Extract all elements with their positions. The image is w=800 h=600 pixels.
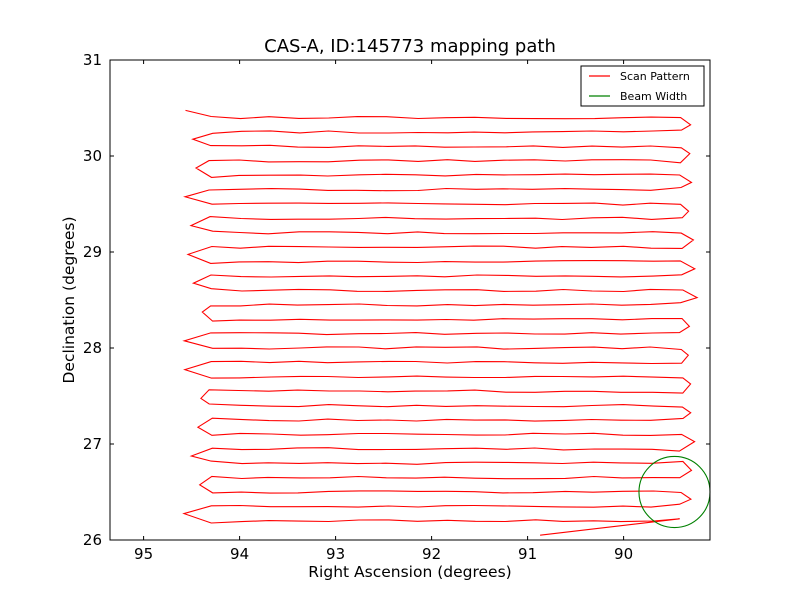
plot-frame [109,59,711,541]
x-tick-label: 93 [326,545,345,563]
legend-label-beam-width: Beam Width [620,90,687,103]
legend-label-scan-pattern: Scan Pattern [620,70,690,83]
y-tick-label: 29 [83,243,102,261]
x-tick-label: 90 [614,545,633,563]
legend: Scan Pattern Beam Width [580,65,705,107]
x-axis: 95 94 93 92 91 90 [134,60,633,563]
y-axis: 26 27 28 29 30 31 [83,51,710,549]
chart-title: CAS-A, ID:145773 mapping path [264,36,556,57]
scan-pattern-line [182,109,699,536]
x-tick-label: 94 [230,545,249,563]
y-axis-label: Declination (degrees) [60,216,78,383]
y-tick-label: 31 [83,51,102,69]
y-tick-label: 30 [83,147,102,165]
legend-box [580,65,705,107]
x-tick-label: 91 [518,545,537,563]
x-tick-label: 92 [422,545,441,563]
y-tick-label: 26 [83,531,102,549]
y-tick-label: 28 [83,339,102,357]
y-tick-label: 27 [83,435,102,453]
x-tick-label: 95 [134,545,153,563]
x-axis-label: Right Ascension (degrees) [308,563,511,581]
